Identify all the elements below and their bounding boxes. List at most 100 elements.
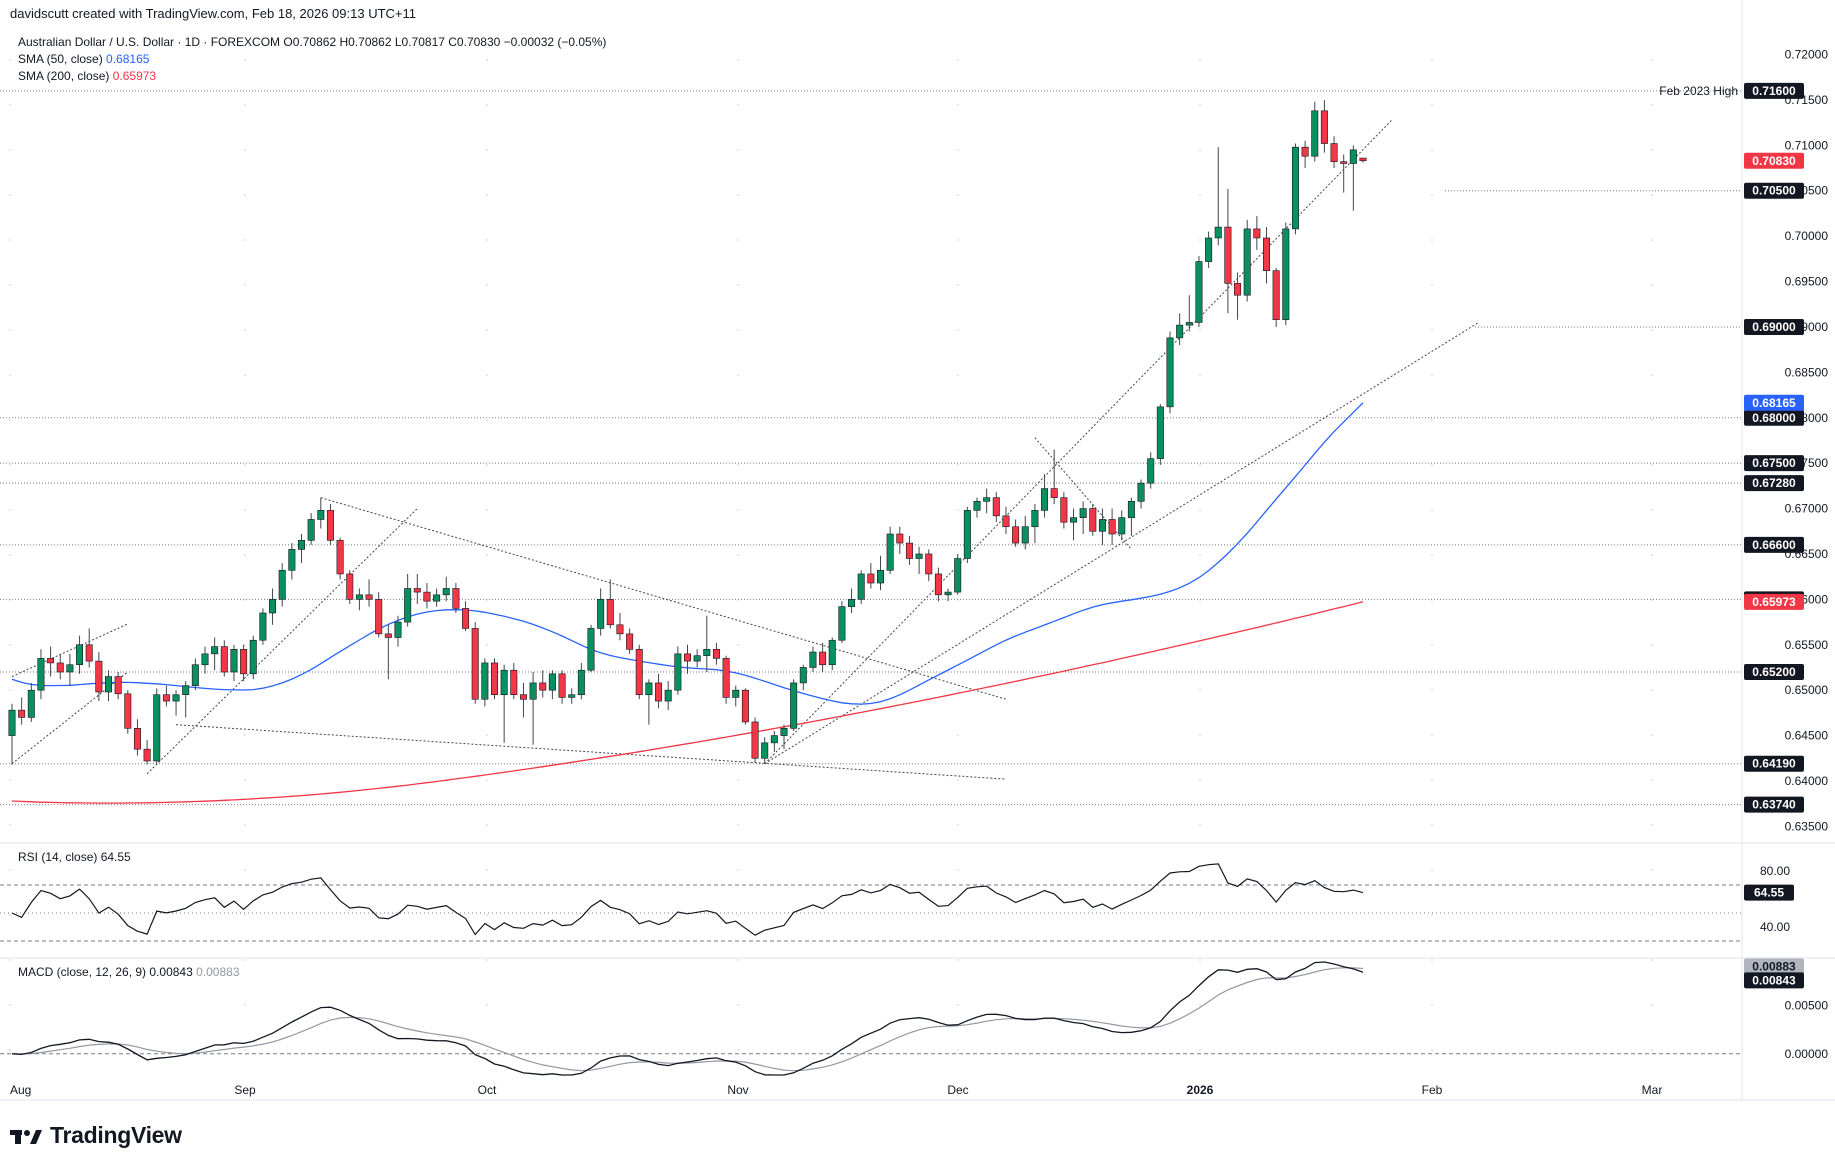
candle-down — [162, 694, 170, 702]
candle-up — [317, 510, 325, 520]
grid-dot — [737, 464, 739, 466]
candle-up — [973, 500, 981, 511]
rsi-legend[interactable]: RSI (14, close) 64.55 — [18, 850, 131, 864]
grid-dot — [9, 959, 11, 961]
y-axis-tick: 0.72000 — [1785, 48, 1829, 62]
candle-down — [240, 649, 248, 675]
grid-dot — [1199, 644, 1201, 646]
grid-dot — [486, 329, 488, 331]
sma50-label: SMA (50, close) — [18, 52, 103, 66]
candle-up — [568, 694, 576, 698]
sma50-legend[interactable]: SMA (50, close) 0.68165 — [18, 52, 149, 66]
grid-dot — [737, 419, 739, 421]
candle-down — [336, 540, 344, 575]
grid-dot — [737, 779, 739, 781]
grid-dot — [957, 194, 959, 196]
tradingview-logo[interactable]: TradingView — [10, 1122, 182, 1149]
candle-down — [1108, 519, 1116, 535]
candle-up — [1147, 458, 1155, 484]
x-axis-label-oct: Oct — [478, 1083, 497, 1097]
candle-up — [732, 689, 740, 698]
grid-dot — [957, 869, 959, 871]
macd-signal-line — [11, 967, 1364, 1072]
grid-dot — [1431, 914, 1433, 916]
candle-up — [954, 558, 962, 593]
candle-down — [18, 709, 26, 718]
grid-dot — [1199, 779, 1201, 781]
grid-dot — [486, 824, 488, 826]
grid-dot — [9, 419, 11, 421]
grid-dot — [1199, 1004, 1201, 1006]
grid-dot — [737, 914, 739, 916]
grid-dot — [1651, 329, 1653, 331]
candle-down — [712, 649, 720, 659]
candle-down — [490, 662, 498, 696]
grid-dot — [486, 914, 488, 916]
grid-dot — [1651, 779, 1653, 781]
x-axis-label-aug: Aug — [10, 1083, 31, 1097]
candle-up — [182, 685, 190, 696]
candle-up — [404, 588, 412, 623]
horizontal-level-label: 0.65200 — [1752, 665, 1796, 679]
sma200-line — [11, 601, 1364, 804]
horizontal-level-badge — [1744, 796, 1804, 813]
candle-up — [693, 655, 701, 662]
grid-dot — [244, 284, 246, 286]
grid-dot — [486, 509, 488, 511]
grid-dot — [957, 1049, 959, 1051]
horizontal-level-badge — [1744, 82, 1804, 99]
grid-dot — [486, 779, 488, 781]
trendline-falling-upper — [320, 497, 1007, 700]
grid-dot — [244, 734, 246, 736]
price-badge-last-price — [1744, 152, 1804, 169]
grid-dot — [486, 59, 488, 61]
grid-dot — [1651, 104, 1653, 106]
candle-up — [645, 682, 653, 696]
horizontal-level-badge — [1744, 475, 1804, 492]
grid-dot — [1651, 734, 1653, 736]
candle-up — [259, 612, 267, 641]
grid-dot — [1431, 1049, 1433, 1051]
candle-down — [326, 510, 334, 541]
ohlc-change: −0.00032 (−0.05%) — [503, 35, 607, 49]
grid-dot — [1651, 374, 1653, 376]
grid-dot — [1651, 554, 1653, 556]
grid-dot — [1199, 374, 1201, 376]
grid-dot — [957, 149, 959, 151]
price-badge-label-last-price: 0.70830 — [1752, 154, 1796, 168]
grid-dot — [9, 1004, 11, 1006]
candle-up — [886, 533, 894, 571]
horizontal-level-label: 0.69000 — [1752, 320, 1796, 334]
sma200-legend[interactable]: SMA (200, close) 0.65973 — [18, 69, 156, 83]
grid-dot — [737, 239, 739, 241]
grid-dot — [957, 284, 959, 286]
candle-up — [857, 573, 865, 600]
candle-down — [616, 624, 624, 635]
grid-dot — [1651, 1049, 1653, 1051]
candle-up — [790, 682, 798, 729]
symbol-legend[interactable]: Australian Dollar / U.S. Dollar · 1D · F… — [18, 35, 606, 49]
candle-up — [297, 540, 305, 550]
grid-dot — [737, 194, 739, 196]
candle-down — [95, 660, 103, 693]
candle-up — [1021, 526, 1029, 544]
price-badge-label-sma50: 0.68165 — [1752, 396, 1796, 410]
grid-dot — [1199, 194, 1201, 196]
candle-down — [346, 573, 354, 600]
grid-dot — [244, 824, 246, 826]
candle-up — [481, 662, 489, 700]
grid-dot — [9, 464, 11, 466]
candle-up — [230, 649, 238, 673]
y-axis-tick: 0.70000 — [1785, 229, 1829, 243]
x-axis-label-nov: Nov — [727, 1083, 748, 1097]
grid-dot — [244, 329, 246, 331]
macd-legend[interactable]: MACD (close, 12, 26, 9) 0.00843 0.00883 — [18, 965, 240, 979]
grid-dot — [957, 104, 959, 106]
candle-up — [249, 639, 257, 675]
candle-down — [85, 644, 93, 662]
horizontal-level-badge — [1744, 664, 1804, 681]
candle-down — [462, 608, 470, 629]
sma200-value: 0.65973 — [112, 69, 157, 83]
candle-down — [1060, 497, 1068, 523]
